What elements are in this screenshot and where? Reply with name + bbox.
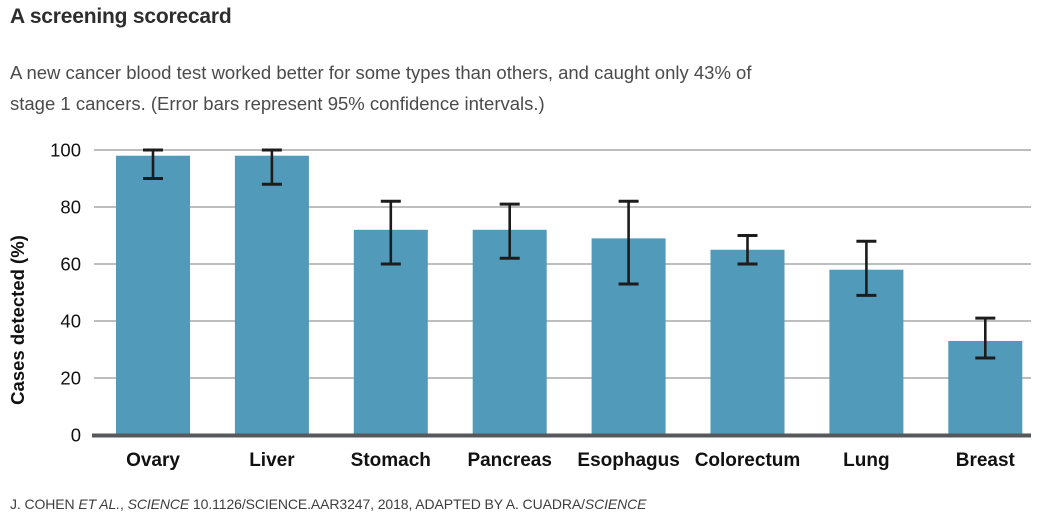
error-bar-breast [975, 316, 996, 360]
y-axis-title: Cases detected (%) [7, 235, 28, 405]
error-bar-pancreas [499, 202, 520, 260]
source-credit-segment: SCIENCE [127, 496, 190, 512]
bar-ovary [116, 155, 190, 435]
error-bar-ovary [143, 148, 163, 180]
x-label-lung: Lung [843, 450, 889, 471]
chart-subtitle-line-2: stage 1 cancers. (Error bars represent 9… [10, 93, 545, 114]
y-tick-label-60: 60 [60, 254, 81, 275]
source-credit-segment: , [120, 496, 128, 512]
bar-colorectum [710, 249, 785, 435]
y-tick-label-20: 20 [60, 368, 81, 389]
x-label-breast: Breast [956, 450, 1016, 471]
error-bar-lung [856, 239, 877, 297]
source-credit-segment: J. COHEN [10, 496, 79, 512]
error-bar-stomach [380, 199, 401, 266]
x-label-stomach: Stomach [351, 450, 431, 471]
y-tick-label-100: 100 [50, 140, 81, 161]
y-tick-label-80: 80 [60, 197, 81, 218]
bar-liver [234, 155, 309, 435]
source-credit-segment: 10.1126/SCIENCE.AAR3247, 2018, ADAPTED B… [189, 496, 585, 512]
y-tick-label-0: 0 [71, 425, 81, 446]
source-credit-segment: ET AL. [78, 496, 121, 512]
x-label-esophagus: Esophagus [577, 450, 679, 471]
bar-pancreas [472, 229, 547, 435]
y-tick-label-40: 40 [60, 311, 81, 332]
error-bar-colorectum [737, 234, 758, 266]
bar-lung [829, 269, 904, 435]
x-label-colorectum: Colorectum [695, 450, 801, 471]
source-credit-segment: SCIENCE [584, 496, 647, 512]
x-label-pancreas: Pancreas [467, 450, 552, 471]
chart-subtitle: A new cancer blood test worked better fo… [10, 57, 970, 119]
error-bar-liver [261, 148, 282, 186]
x-label-ovary: Ovary [126, 450, 180, 471]
error-bar-esophagus [618, 199, 639, 286]
source-credit: J. COHEN ET AL., SCIENCE 10.1126/SCIENCE… [10, 494, 647, 514]
chart-subtitle-line-1: A new cancer blood test worked better fo… [10, 62, 752, 83]
chart-title: A screening scorecard [10, 5, 232, 28]
x-label-liver: Liver [249, 450, 295, 471]
